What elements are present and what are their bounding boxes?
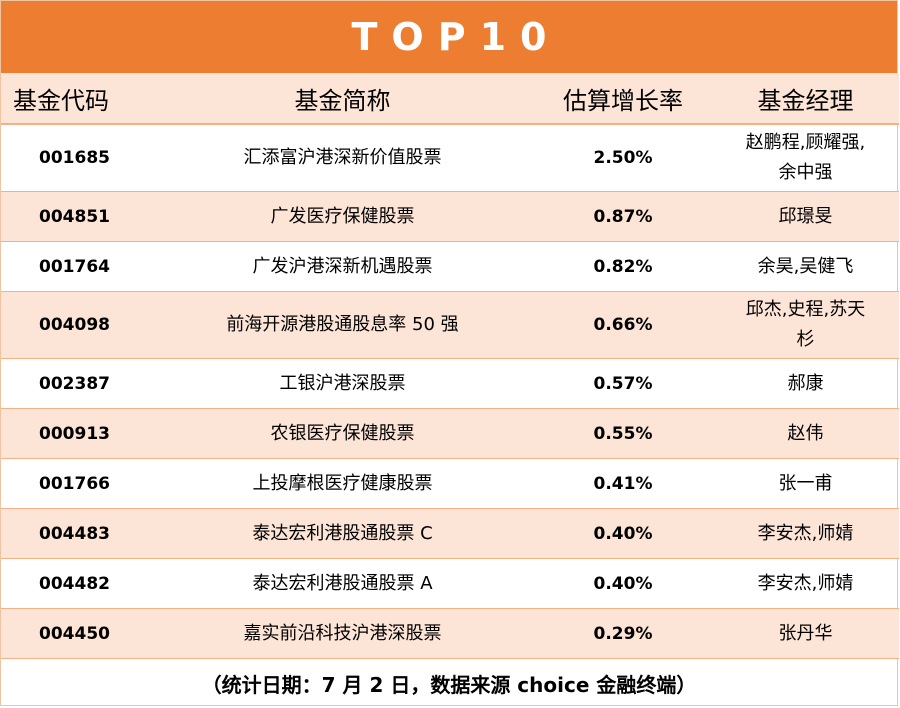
fund-manager-cell: 张丹华	[712, 608, 899, 659]
fund-manager-cell: 李安杰,师婧	[712, 508, 899, 559]
fund-name-cell: 泰达宏利港股通股票 C	[151, 508, 534, 559]
fund-name-cell: 广发医疗保健股票	[151, 191, 534, 242]
fund-code-cell: 001764	[1, 241, 151, 292]
growth-rate-cell: 0.29%	[534, 608, 712, 659]
source-note: （统计日期：7 月 2 日，数据来源 choice 金融终端）	[201, 672, 697, 697]
growth-rate-cell: 0.87%	[534, 191, 712, 242]
fund-name-cell: 汇添富沪港深新价值股票	[151, 124, 534, 192]
fund-name-cell: 工银沪港深股票	[151, 358, 534, 409]
fund-code-cell: 002387	[1, 358, 151, 409]
fund-manager-cell: 郝康	[712, 358, 899, 409]
fund-code-cell: 001766	[1, 458, 151, 509]
fund-manager-cell: 赵鹏程,顾耀强, 余中强	[712, 124, 899, 192]
header-fund-name: 基金简称	[151, 73, 534, 125]
growth-rate-cell: 0.55%	[534, 408, 712, 459]
fund-name-cell: 广发沪港深新机遇股票	[151, 241, 534, 292]
fund-code-cell: 004851	[1, 191, 151, 242]
header-fund-code: 基金代码	[1, 73, 151, 125]
fund-table: 基金代码 基金简称 估算增长率 基金经理 001685 汇添富沪港深新价值股票 2.…	[1, 73, 899, 659]
table-row: 004098 前海开源港股通股息率 50 强 0.66% 邱杰,史程,苏天杉	[1, 291, 899, 359]
fund-code-cell: 004483	[1, 508, 151, 559]
table-row: 001766 上投摩根医疗健康股票 0.41% 张一甫	[1, 458, 899, 509]
growth-rate-cell: 0.57%	[534, 358, 712, 409]
fund-name-cell: 前海开源港股通股息率 50 强	[151, 291, 534, 359]
fund-code-cell: 004450	[1, 608, 151, 659]
fund-code-cell: 000913	[1, 408, 151, 459]
growth-rate-cell: 0.40%	[534, 558, 712, 609]
fund-code-cell: 004098	[1, 291, 151, 359]
header-growth-rate: 估算增长率	[534, 73, 712, 125]
table-row: 004450 嘉实前沿科技沪港深股票 0.29% 张丹华	[1, 608, 899, 659]
table-row: 004482 泰达宏利港股通股票 A 0.40% 李安杰,师婧	[1, 558, 899, 609]
fund-name-cell: 上投摩根医疗健康股票	[151, 458, 534, 509]
growth-rate-cell: 0.82%	[534, 241, 712, 292]
fund-manager-cell: 邱杰,史程,苏天杉	[712, 291, 899, 359]
growth-rate-cell: 0.40%	[534, 508, 712, 559]
fund-manager-cell: 赵伟	[712, 408, 899, 459]
fund-code-cell: 004482	[1, 558, 151, 609]
header-fund-manager: 基金经理	[712, 73, 899, 125]
table-row: 004851 广发医疗保健股票 0.87% 邱璟旻	[1, 191, 899, 242]
fund-name-cell: 农银医疗保健股票	[151, 408, 534, 459]
fund-manager-cell: 李安杰,师婧	[712, 558, 899, 609]
table-row: 001764 广发沪港深新机遇股票 0.82% 余昊,吴健飞	[1, 241, 899, 292]
table-title: TOP10	[1, 1, 897, 73]
growth-rate-cell: 0.41%	[534, 458, 712, 509]
fund-manager-cell: 邱璟旻	[712, 191, 899, 242]
growth-rate-cell: 0.66%	[534, 291, 712, 359]
table-row: 002387 工银沪港深股票 0.57% 郝康	[1, 358, 899, 409]
header-row: 基金代码 基金简称 估算增长率 基金经理	[1, 73, 899, 125]
growth-rate-cell: 2.50%	[534, 124, 712, 192]
table-row: 000913 农银医疗保健股票 0.55% 赵伟	[1, 408, 899, 459]
table-row: 001685 汇添富沪港深新价值股票 2.50% 赵鹏程,顾耀强, 余中强	[1, 124, 899, 192]
fund-name-cell: 泰达宏利港股通股票 A	[151, 558, 534, 609]
fund-code-cell: 001685	[1, 124, 151, 192]
fund-manager-cell: 张一甫	[712, 458, 899, 509]
table-row: 004483 泰达宏利港股通股票 C 0.40% 李安杰,师婧	[1, 508, 899, 559]
fund-manager-cell: 余昊,吴健飞	[712, 241, 899, 292]
fund-name-cell: 嘉实前沿科技沪港深股票	[151, 608, 534, 659]
